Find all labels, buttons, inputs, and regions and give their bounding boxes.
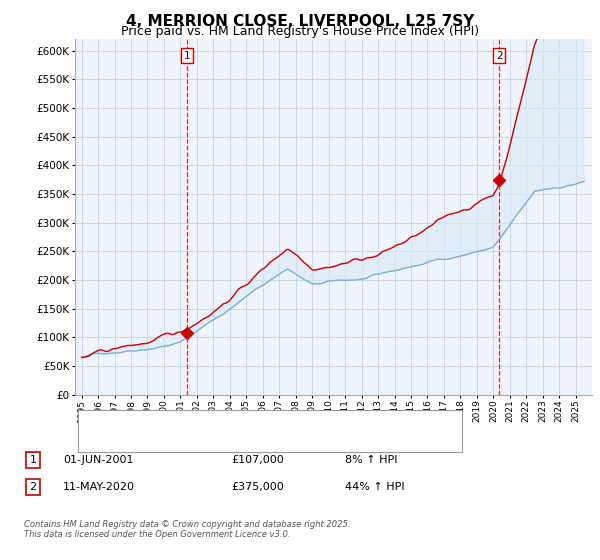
Text: £107,000: £107,000 (231, 455, 284, 465)
Text: Price paid vs. HM Land Registry's House Price Index (HPI): Price paid vs. HM Land Registry's House … (121, 25, 479, 38)
Text: 2: 2 (496, 50, 503, 60)
Text: 01-JUN-2001: 01-JUN-2001 (63, 455, 133, 465)
Text: 8% ↑ HPI: 8% ↑ HPI (345, 455, 398, 465)
Text: £375,000: £375,000 (231, 482, 284, 492)
Text: Contains HM Land Registry data © Crown copyright and database right 2025.
This d: Contains HM Land Registry data © Crown c… (24, 520, 350, 539)
Text: 1: 1 (29, 455, 37, 465)
Text: 11-MAY-2020: 11-MAY-2020 (63, 482, 135, 492)
Text: 2: 2 (29, 482, 37, 492)
Text: 4, MERRION CLOSE, LIVERPOOL, L25 7SY: 4, MERRION CLOSE, LIVERPOOL, L25 7SY (126, 14, 474, 29)
Text: HPI: Average price, detached house, Liverpool: HPI: Average price, detached house, Live… (110, 436, 350, 446)
Text: 4, MERRION CLOSE, LIVERPOOL, L25 7SY (detached house): 4, MERRION CLOSE, LIVERPOOL, L25 7SY (de… (110, 417, 417, 427)
Text: 44% ↑ HPI: 44% ↑ HPI (345, 482, 404, 492)
Text: 1: 1 (184, 50, 191, 60)
